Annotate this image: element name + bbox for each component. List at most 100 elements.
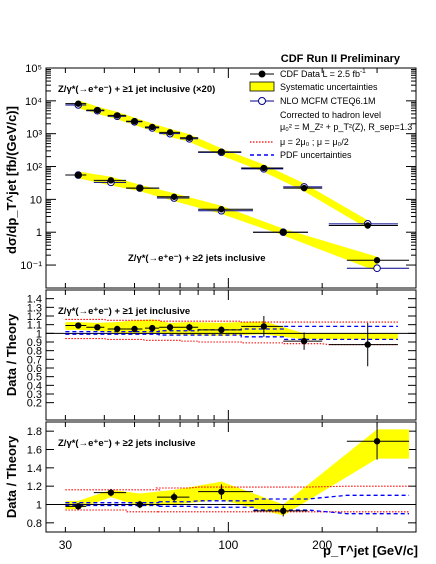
y-tick-label: 1.4 <box>27 463 42 475</box>
systematic-band <box>65 429 410 516</box>
data-point <box>114 112 121 119</box>
systematic-band <box>78 100 368 229</box>
ratio1-panel-frame <box>45 289 417 421</box>
y-tick-label: 0.8 <box>27 346 42 358</box>
data-point <box>170 193 178 200</box>
ratio2-label: Z/γ*(→e⁺e⁻) + ≥2 jets inclusive <box>58 438 195 449</box>
data-point <box>166 129 174 136</box>
legend-theory-label: NLO MCFM CTEQ6.1M <box>280 96 376 106</box>
legend-data-marker <box>258 70 266 78</box>
scale-upper-line <box>65 485 410 491</box>
data-point <box>260 164 268 172</box>
ratio-point <box>107 489 115 496</box>
x-tick-label: 100 <box>218 538 238 552</box>
ratio1-label: Z/γ*(→e⁺e⁻) + ≥1 jet inclusive <box>58 306 190 317</box>
legend-syst-swatch <box>249 81 275 92</box>
legend-pdf-label: PDF uncertainties <box>280 150 352 160</box>
y-tick-label: 1.1 <box>27 320 42 332</box>
ratio-point <box>136 501 144 508</box>
ratio1-plot: 0.20.30.40.50.60.70.80.911.11.21.31.4 <box>27 290 416 420</box>
y-tick-label: 0.2 <box>27 398 42 410</box>
ratio-point <box>280 507 287 515</box>
pdf-lower-line <box>65 333 398 341</box>
pdf-upper-line <box>65 325 398 333</box>
y-tick-label: 10⁴ <box>25 96 42 108</box>
legend-syst-label: Systematic uncertainties <box>280 82 378 92</box>
data-point <box>75 100 82 107</box>
data-point <box>373 257 381 264</box>
y-tick-label: 0.4 <box>27 380 42 392</box>
ratio-point <box>218 488 225 495</box>
y-tick-label: 1.4 <box>27 294 42 306</box>
data-point <box>280 229 287 236</box>
x-axis-label: p_T^jet [GeV/c] <box>323 543 418 558</box>
data-point <box>300 184 308 192</box>
figure-header: CDF Run II Preliminary <box>281 53 401 65</box>
y-tick-label: 0.9 <box>27 337 42 349</box>
data-point <box>94 106 101 114</box>
ratio-point <box>170 493 178 501</box>
theory-point <box>373 264 381 273</box>
ratio-point <box>373 438 381 445</box>
pdf-lower-line <box>65 504 410 515</box>
data-point <box>218 148 225 156</box>
y-tick-label: 1.8 <box>27 426 42 438</box>
ratio-point <box>149 324 156 332</box>
y-tick-label: 1.6 <box>27 445 42 457</box>
ratio-point <box>75 322 82 329</box>
legend-data-label: CDF Data L = 2.5 fb-1 <box>280 68 366 79</box>
y-tick-label: 10³ <box>26 129 42 141</box>
y-tick-label: 1 <box>36 500 42 512</box>
y-tick-label: 10² <box>26 162 42 174</box>
y-tick-label: 0.5 <box>27 372 42 384</box>
legend-correction-line1: Corrected to hadron level <box>280 110 381 120</box>
x-tick-label: 30 <box>59 538 73 552</box>
ratio-point <box>166 324 174 331</box>
ratio-point <box>94 324 101 331</box>
y-tick-label: 0.8 <box>27 518 42 530</box>
legend-scale-label: μ = 2μ₀ ; μ = μ₀/2 <box>280 137 349 147</box>
curve1-label: Z/γ*(→e⁺e⁻) + ≥1 jet inclusive (×20) <box>58 84 215 95</box>
main-panel-frame <box>45 67 417 289</box>
y-tick-label: 1.3 <box>27 302 42 314</box>
scale-lower-line <box>65 509 410 513</box>
legend-theory-marker <box>258 97 266 105</box>
ratio-point <box>75 503 82 510</box>
legend: CDF Data L = 2.5 fb-1 Systematic uncerta… <box>249 68 412 160</box>
y-tick-label: 1.2 <box>27 481 42 493</box>
pdf-upper-line <box>65 494 410 504</box>
data-point <box>75 171 82 179</box>
y-tick-label: 10⁵ <box>25 63 42 75</box>
y-tick-label: 0.3 <box>27 389 42 401</box>
legend-correction-line2: μ₀² = M_Z² + p_T²(Z), R_sep=1.3 <box>280 122 412 132</box>
ratio1-y-axis-label: Data / Theory <box>4 313 19 396</box>
ratio-point <box>114 325 121 333</box>
main-plot: 10⁻¹ 1 10 10² 10³ 10⁴ 10⁵ <box>20 63 416 288</box>
ratio-point <box>364 341 371 348</box>
main-y-axis-label: dσ/dp_T^jet [fb/(GeV/c)] <box>4 106 19 254</box>
y-tick-label: 1.2 <box>27 311 42 323</box>
data-point <box>149 123 156 131</box>
data-point <box>364 222 371 229</box>
data-point <box>136 184 144 192</box>
ratio2-panel-frame <box>45 421 417 533</box>
y-tick-label: 1 <box>36 328 42 340</box>
data-point <box>218 206 225 213</box>
ratio2-y-axis-label: Data / Theory <box>4 435 19 518</box>
data-point <box>107 177 115 184</box>
data-point <box>131 117 138 125</box>
scale-lower-line <box>65 337 398 346</box>
y-tick-label: 0.7 <box>27 354 42 366</box>
y-tick-label: 0.6 <box>27 363 42 375</box>
ratio2-plot: 0.8 1 1.2 1.4 1.6 1.8 30 100 200 <box>27 422 416 552</box>
y-tick-label: 10⁻¹ <box>20 260 42 272</box>
ratio-point <box>186 324 193 331</box>
ratio-point <box>260 323 268 330</box>
ratio-point <box>300 337 308 345</box>
y-tick-label: 1 <box>36 227 42 239</box>
ratio-point <box>218 326 225 334</box>
data-point <box>186 134 193 141</box>
ratio-point <box>131 325 138 333</box>
